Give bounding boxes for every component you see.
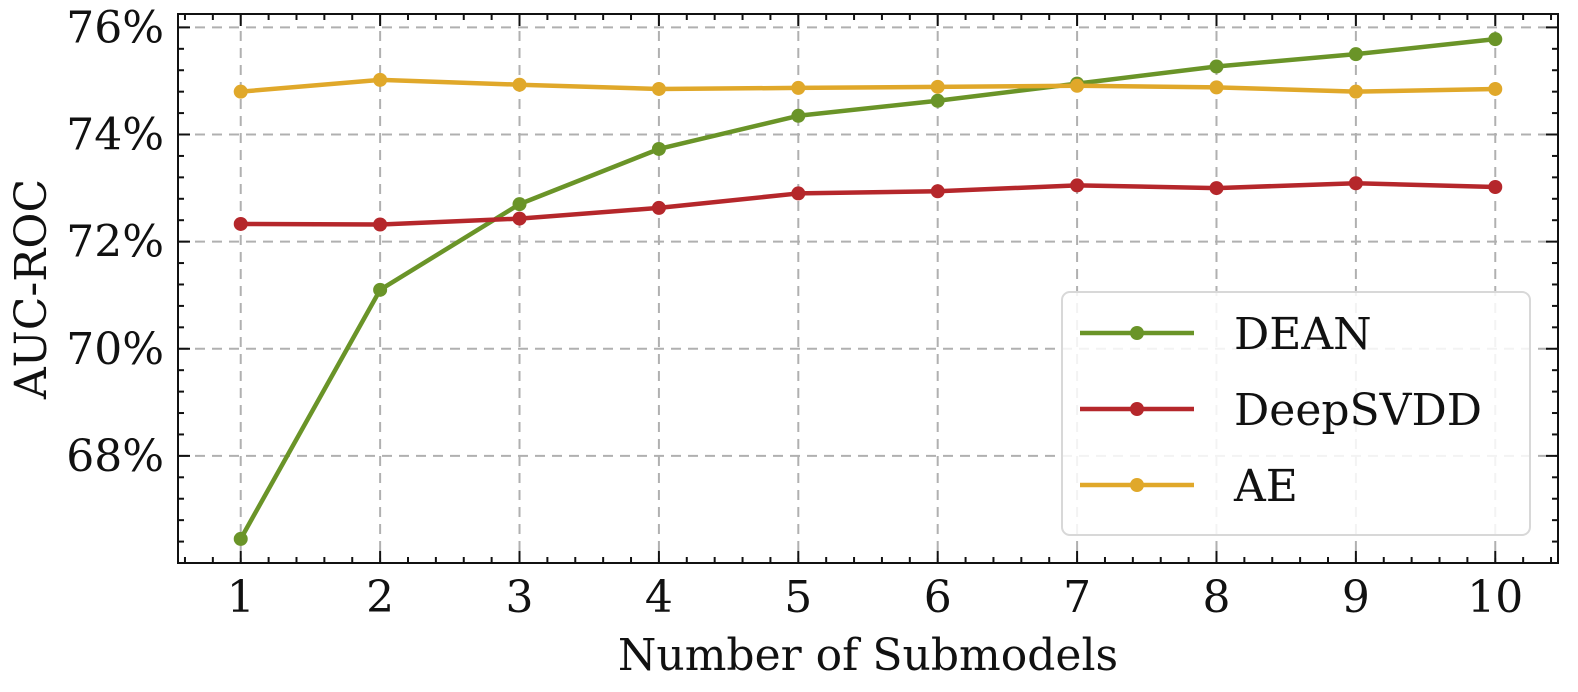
ae-point (373, 72, 388, 87)
legend-label-deepsvdd: DeepSVDD (1234, 385, 1482, 436)
deepsvdd-point (1488, 180, 1503, 195)
deepsvdd-point (1348, 176, 1363, 191)
dean-line (238, 36, 1496, 540)
deepsvdd-point (233, 216, 248, 231)
dean-point (1488, 32, 1503, 47)
y-tick-label: 72% (66, 217, 164, 268)
deepsvdd-point (373, 217, 388, 232)
deepsvdd-point (930, 184, 945, 199)
x-tick-label: 6 (924, 572, 952, 623)
deepsvdd-point (512, 211, 527, 226)
legend-label-dean: DEAN (1234, 309, 1372, 360)
dean-point (512, 197, 527, 212)
x-axis-label: Number of Submodels (618, 630, 1118, 681)
dean-point (930, 93, 945, 108)
series-lines (233, 32, 1503, 546)
deepsvdd-point (1070, 178, 1085, 193)
ae-point (1348, 84, 1363, 99)
y-tick-label: 70% (66, 324, 164, 375)
ae-point (512, 77, 527, 92)
x-tick-label: 4 (645, 572, 673, 623)
ae-point (930, 79, 945, 94)
dean-point (1348, 47, 1363, 62)
ae-point (233, 84, 248, 99)
ae-point (1209, 80, 1224, 95)
dean-point (233, 531, 248, 546)
legend: DEAN DeepSVDD AE (1061, 291, 1531, 536)
ae-point (651, 81, 666, 96)
legend-marker-ae (1130, 478, 1144, 492)
tick-labels: 1 2 3 4 5 6 7 8 9 10 68% 70% 72% 74% 76% (66, 2, 1523, 623)
dean-point (791, 108, 806, 123)
y-tick-label: 68% (66, 431, 164, 482)
dean-point (1209, 59, 1224, 74)
deepsvdd-point (1209, 181, 1224, 196)
deepsvdd-line (240, 181, 1496, 227)
x-tick-label: 3 (506, 572, 534, 623)
deepsvdd-point (791, 186, 806, 201)
x-tick-label: 1 (227, 572, 255, 623)
y-tick-label: 74% (66, 110, 164, 161)
legend-box (1061, 291, 1531, 536)
x-tick-label: 8 (1202, 572, 1230, 623)
x-tick-label: 9 (1342, 572, 1370, 623)
dean-point (651, 141, 666, 156)
x-tick-label: 5 (784, 572, 812, 623)
ae-point (791, 80, 806, 95)
dean-point (373, 282, 388, 297)
deepsvdd-point (651, 200, 666, 215)
x-tick-label: 10 (1467, 572, 1523, 623)
legend-label-ae: AE (1233, 461, 1298, 512)
y-axis-label: AUC-ROC (6, 179, 57, 400)
legend-marker-deepsvdd (1130, 402, 1144, 416)
x-tick-label: 7 (1063, 572, 1091, 623)
x-tick-label: 2 (366, 572, 394, 623)
ae-point (1070, 78, 1085, 93)
y-tick-label: 76% (66, 2, 164, 53)
ae-point (1488, 81, 1503, 96)
legend-marker-dean (1130, 326, 1144, 340)
plot-frame (177, 13, 1559, 564)
ae-line (240, 77, 1496, 94)
